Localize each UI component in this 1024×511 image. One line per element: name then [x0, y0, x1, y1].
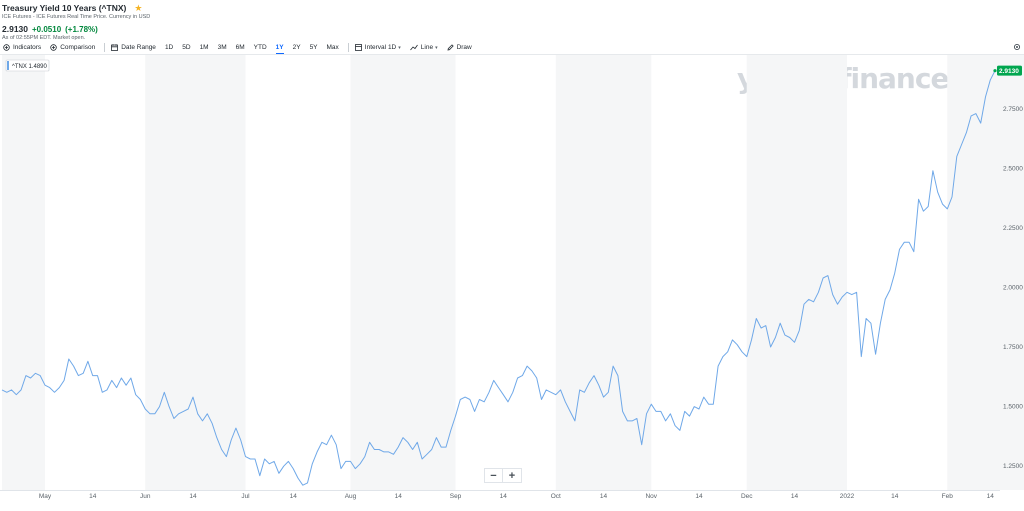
- x-tick-label: 14: [791, 493, 799, 500]
- x-axis: May 14 Jun 14 Jul 14 Aug 14 Sep 14 Oct 14 Nov 14 Dec 14…: [0, 490, 1000, 500]
- x-tick-label: 14: [189, 493, 197, 500]
- zoom-controls: − +: [484, 468, 522, 483]
- gear-icon[interactable]: [1013, 43, 1021, 51]
- x-tick-label: Nov: [645, 493, 657, 500]
- x-tick-label: May: [39, 493, 52, 500]
- range-5y[interactable]: 5Y: [309, 44, 318, 51]
- y-axis: 2.7500 2.5000 2.2500 2.0000 1.7500 1.5000 1.25…: [1003, 106, 1023, 470]
- draw-label: Draw: [456, 44, 472, 51]
- x-tick-label: Aug: [345, 493, 357, 500]
- x-tick-label: 14: [89, 493, 97, 500]
- y-tick-label: 2.0000: [1003, 284, 1023, 291]
- month-bands: [2, 54, 1024, 490]
- month-band: [555, 54, 652, 490]
- quote-header: Treasury Yield 10 Years (^TNX) ★ ICE Fut…: [2, 2, 602, 42]
- date-range-label: Date Range: [121, 44, 156, 51]
- indicators-label: Indicators: [13, 44, 42, 51]
- indicators-icon: [3, 44, 10, 51]
- chevron-down-icon: ▾: [398, 44, 401, 51]
- month-band: [350, 54, 456, 490]
- x-tick-label: Jul: [241, 493, 250, 500]
- x-tick-label: Oct: [551, 493, 561, 500]
- x-tick-label: 14: [695, 493, 703, 500]
- last-price-tag: 2.9130: [997, 65, 1022, 76]
- last-price-label: 2.9130: [999, 68, 1019, 75]
- date-range-button[interactable]: Date Range: [111, 41, 156, 54]
- calendar-icon: [111, 44, 119, 51]
- comparison-icon: [50, 44, 57, 51]
- price-change: +0.0510: [32, 25, 62, 34]
- toolbar-divider: [347, 43, 349, 52]
- pencil-icon: [447, 44, 454, 51]
- current-price: 2.9130: [2, 24, 28, 34]
- range-max[interactable]: Max: [326, 44, 339, 51]
- toolbar-divider: [104, 43, 106, 52]
- month-band: [746, 54, 848, 490]
- interval-label: Interval: [364, 44, 387, 51]
- x-tick-label: 14: [500, 493, 508, 500]
- line-chart-icon: [409, 44, 418, 51]
- price-line: [1, 70, 996, 486]
- range-6m[interactable]: 6M: [235, 44, 245, 51]
- star-icon[interactable]: ★: [134, 2, 143, 13]
- y-tick-label: 1.5000: [1003, 404, 1023, 411]
- month-band: [2, 54, 45, 490]
- range-3m[interactable]: 3M: [217, 44, 227, 51]
- last-price-dot: [993, 69, 997, 73]
- range-1d[interactable]: 1D: [164, 44, 174, 51]
- x-tick-label: 14: [290, 493, 298, 500]
- y-tick-label: 1.2500: [1003, 463, 1023, 470]
- y-tick-label: 2.5000: [1003, 165, 1023, 172]
- x-tick-label: 14: [395, 493, 403, 500]
- page-title: Treasury Yield 10 Years (^TNX): [2, 3, 127, 13]
- y-tick-label: 1.7500: [1003, 344, 1023, 351]
- interval-value: 1D: [387, 44, 397, 51]
- draw-button[interactable]: Draw: [447, 41, 472, 54]
- range-1y[interactable]: 1Y: [275, 41, 284, 54]
- comparison-label: Comparison: [60, 44, 96, 51]
- line-type-dropdown[interactable]: Line ▾: [409, 41, 438, 54]
- x-tick-label: 14: [987, 493, 995, 500]
- legend-swatch: [7, 61, 9, 70]
- range-ytd[interactable]: YTD: [253, 44, 267, 51]
- y-tick-label: 2.7500: [1003, 106, 1023, 113]
- indicators-button[interactable]: Indicators: [3, 41, 41, 54]
- chart-toolbar: Indicators Comparison Date Range 1D 5D 1…: [0, 41, 1024, 54]
- x-tick-label: Feb: [942, 493, 954, 500]
- market-status: As of 02:55PM EDT. Market open.: [2, 35, 86, 41]
- price-change-percent: (+1.78%): [65, 25, 98, 34]
- x-tick-label: 2022: [840, 493, 855, 500]
- legend[interactable]: ^TNX 1.4890: [5, 59, 50, 72]
- x-tick-label: 14: [600, 493, 608, 500]
- zoom-out-button[interactable]: −: [484, 468, 503, 483]
- line-type-label: Line: [420, 44, 434, 51]
- exchange-subtitle: ICE Futures - ICE Futures Real Time Pric…: [2, 14, 151, 20]
- x-tick-label: Jun: [140, 493, 151, 500]
- x-tick-label: 14: [891, 493, 899, 500]
- range-1m[interactable]: 1M: [199, 44, 209, 51]
- range-2y[interactable]: 2Y: [292, 44, 301, 51]
- x-tick-label: Sep: [450, 493, 462, 500]
- month-band: [947, 54, 1024, 490]
- price-tag-background: [997, 65, 1022, 76]
- chevron-down-icon: ▾: [435, 44, 438, 51]
- range-5d[interactable]: 5D: [182, 44, 191, 51]
- interval-dropdown[interactable]: Interval 1D ▾: [354, 41, 401, 54]
- interval-icon: [354, 44, 362, 51]
- y-tick-label: 2.2500: [1003, 225, 1023, 232]
- legend-label: ^TNX 1.4890: [12, 64, 47, 70]
- comparison-button[interactable]: Comparison: [50, 41, 95, 54]
- zoom-in-button[interactable]: +: [503, 468, 522, 483]
- x-tick-label: Dec: [741, 493, 753, 500]
- price-chart[interactable]: 2.7500 2.5000 2.2500 2.0000 1.7500 1.5000 1.25…: [0, 54, 1024, 500]
- legend-box: [5, 59, 50, 72]
- month-band: [145, 54, 246, 490]
